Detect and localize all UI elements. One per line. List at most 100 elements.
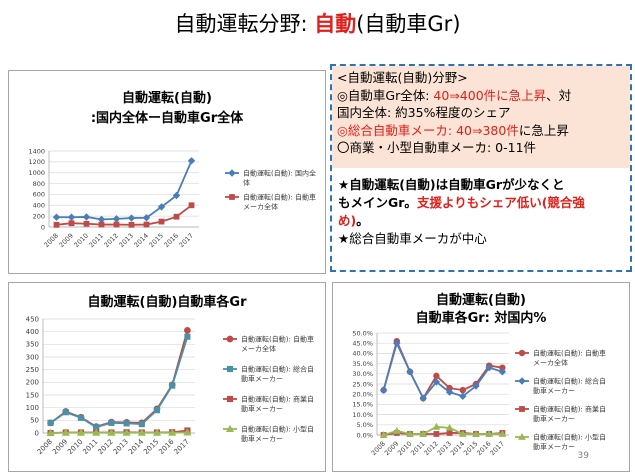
x-tick-label: 2014 [449,440,466,457]
y-tick-label: 0.0% [356,431,373,439]
x-tick-label: 2017 [178,232,195,249]
data-point [226,335,234,343]
chart-share-percent: 自動運転(自動) 自動車各Gr: 対国内% 0.0% 5.0% 10.0% 15.0%… [332,282,630,472]
data-point [228,169,236,177]
chart-subtitle: :国内全体ー自動車Gr全体 [90,111,244,126]
x-tick-label: 2009 [383,440,400,457]
data-point [113,221,120,228]
data-point [172,191,181,200]
legend-label-line: 自動運転(自動): 自動車 [243,193,316,202]
data-point [52,213,61,221]
info-heading: <自動運転(自動)分野> [337,70,468,85]
chart-plot: 0200400600800100012001400200820092010201… [28,147,316,249]
info-text: に急上昇 [518,122,569,138]
y-tick-label: 1000 [28,169,45,177]
y-tick-label: 200 [26,379,39,387]
legend-label: 自動運転(自動): 総合自動車メーカー [533,377,606,396]
data-point [143,221,150,228]
series-line [50,431,188,434]
title-suffix: (自動車Gr) [356,12,461,36]
y-tick-label: 100 [26,404,39,412]
x-tick-label: 2010 [73,232,90,249]
legend-label-line: 動車メーカー [241,374,283,383]
info-line-5: ★自動運転(自動)は自動車Grが少なくと [338,177,565,192]
data-point [472,382,480,390]
info-line-6: もメインGr。支援よりもシェア低い(競合強 [338,194,624,212]
data-point [472,429,480,437]
series-4 [379,422,507,438]
series-line [383,425,503,436]
info-text: ◎自動車Gr全体: [337,87,434,103]
info-line-4: 〇商業・小型自動車メーカ: 0-11件 [337,140,537,155]
data-point [47,419,54,426]
legend-label: 自動運転(自動): 自動車メーカ全体 [241,335,314,354]
data-point [183,428,192,436]
x-tick-label: 2009 [58,232,75,249]
info-conclusion: ★自動運転(自動)は自動車Grが少なくと もメインGr。支援よりもシェア低い(競… [332,168,630,270]
y-tick-label: 1200 [28,158,45,166]
info-highlight: 支援よりもシェア低い(競合強 [416,195,585,210]
data-point [92,428,101,436]
data-point [392,426,401,434]
legend-label-line: 自動運転(自動): 小型自 [241,425,314,434]
data-point [419,394,427,402]
legend-label-line: 自動運転(自動): 国内全 [243,169,316,178]
data-point [433,372,440,380]
data-point [518,349,526,357]
legend-label-line: 体 [243,178,250,187]
chart-auto-groups: 自動運転(自動)自動車各Gr 0 50 100 150 200 250 300 350 400 4… [8,282,326,472]
data-point [406,368,414,376]
data-point [226,395,234,403]
y-tick-label: 20.0% [352,391,373,399]
data-point [82,213,91,221]
data-point [459,392,467,400]
y-tick-label: 300 [26,353,39,361]
legend-item: 自動運転(自動): 自動車メーカ全体 [223,335,314,354]
data-point [152,428,162,436]
y-tick-label: 0 [35,429,39,437]
legend-item: 自動運転(自動): 商業自動車メーカー [223,395,314,414]
data-point [184,327,191,334]
x-tick-label: 2015 [148,232,165,249]
x-tick-label: 2016 [475,440,492,457]
data-point [445,388,454,396]
page-number: 39 [577,451,589,461]
data-point [83,220,90,227]
legend-label: 自動運転(自動): 商業自動車メーカー [241,395,314,414]
chart-plot: 0.0% 5.0% 10.0% 15.0% 20.0% 25.0% 30.0% 35.0% 40… [352,329,606,457]
data-point [379,430,388,438]
legend-label-line: 動車メーカー [533,414,575,423]
data-point [498,368,507,376]
data-point [142,214,151,222]
data-point [226,365,234,373]
y-tick-label: 250 [26,366,39,374]
data-point [123,420,130,427]
legend-label-line: メーカ全体 [243,202,278,211]
legend-label-line: メーカ全体 [533,358,568,367]
chart-plot: 0501001502002503003504004502008200920102… [26,315,314,456]
x-tick-label: 2015 [462,440,479,457]
legend-label-line: 自動運転(自動): 商業自 [533,405,606,414]
data-point [61,428,70,436]
y-tick-label: 45.0% [352,340,373,348]
data-point [157,203,166,211]
x-tick-label: 2012 [422,440,439,457]
x-tick-label: 2016 [163,232,180,249]
info-box: <自動運転(自動)分野> ◎自動車Gr全体: 40⇒400件に急上昇、対 国内全… [330,64,632,272]
x-tick-label: 2008 [36,438,54,456]
title-prefix: 自動運転分野: [174,12,315,36]
series-line [50,336,189,429]
data-point [173,213,180,220]
legend-item: 自動運転(自動): 国内全体 [225,169,316,187]
data-point [459,386,467,394]
x-tick-label: 2012 [103,232,120,249]
y-tick-label: 50.0% [352,329,373,337]
x-tick-label: 2014 [133,232,150,249]
data-point [169,382,176,389]
y-tick-label: 450 [26,315,39,323]
info-line-7: め)。 [338,212,624,230]
legend-item: 自動運転(自動): 総合自動車メーカー [515,377,606,396]
y-tick-label: 25.0% [352,380,373,388]
series-1 [52,157,196,224]
legend-label-line: 自動運転(自動): 小型自 [533,433,606,442]
